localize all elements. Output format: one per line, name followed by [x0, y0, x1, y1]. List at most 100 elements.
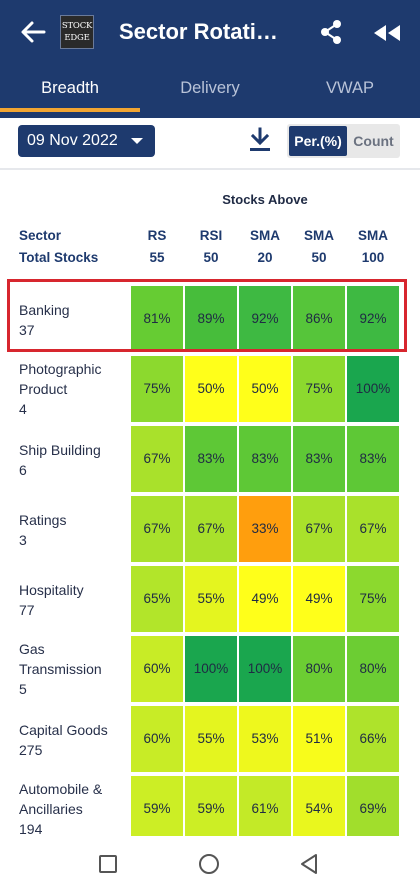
heatmap-cell[interactable]: 81% [131, 286, 183, 352]
percent-count-toggle: Per.(%) Count [287, 124, 400, 158]
date-picker-button[interactable]: 09 Nov 2022 [18, 125, 155, 157]
logo-line-1: STOCK [61, 21, 93, 31]
percent-toggle-option[interactable]: Per.(%) [289, 126, 347, 156]
heatmap-cell[interactable]: 59% [131, 776, 183, 842]
heatmap-cell[interactable]: 67% [347, 496, 399, 562]
heatmap-cell[interactable]: 49% [293, 566, 345, 632]
sector-name-line: Ratings [19, 512, 67, 528]
column-header-bottom: 20 [257, 250, 273, 265]
system-nav-bar [0, 836, 420, 889]
sector-stock-count: 5 [19, 681, 27, 697]
sector-label[interactable]: Ship Building 6 [19, 440, 101, 480]
column-header-bottom: 100 [361, 250, 385, 265]
heatmap-cell[interactable]: 60% [131, 706, 183, 772]
heatmap-cell[interactable]: 65% [131, 566, 183, 632]
heatmap-cell[interactable]: 86% [293, 286, 345, 352]
heatmap-cell[interactable]: 83% [293, 426, 345, 492]
heatmap-cell[interactable]: 53% [239, 706, 291, 772]
controls-bar: 09 Nov 2022 Per.(%) Count [0, 118, 420, 168]
recent-apps-icon[interactable] [99, 855, 117, 873]
sector-label[interactable]: Capital Goods 275 [19, 720, 108, 760]
tab-vwap[interactable]: VWAP [326, 79, 374, 97]
logo-line-2: EDGE [64, 33, 90, 43]
heatmap-cell[interactable]: 67% [185, 496, 237, 562]
top-bar: STOCK EDGE Sector Rotation [0, 0, 420, 64]
sector-name-line: Photographic [19, 361, 102, 377]
heatmap-cell[interactable]: 50% [185, 356, 237, 422]
sector-label[interactable]: Hospitality 77 [19, 580, 84, 620]
heatmap-cell[interactable]: 67% [293, 496, 345, 562]
heatmap-cell[interactable]: 92% [239, 286, 291, 352]
heatmap-cell[interactable]: 83% [185, 426, 237, 492]
count-toggle-option[interactable]: Count [353, 133, 394, 149]
nav-back-icon[interactable] [299, 853, 319, 875]
heatmap-cell[interactable]: 61% [239, 776, 291, 842]
column-header-top: RS [147, 228, 167, 243]
sector-stock-count: 4 [19, 401, 27, 417]
heatmap-cell[interactable]: 75% [347, 566, 399, 632]
back-arrow-icon[interactable] [18, 16, 48, 48]
highlight-box [7, 279, 407, 352]
column-header-top: SMA [304, 228, 334, 243]
heatmap-cell[interactable]: 51% [293, 706, 345, 772]
heatmap-cell[interactable]: 100% [239, 636, 291, 702]
sector-stock-count: 6 [19, 462, 27, 478]
column-header-bottom: 50 [311, 250, 327, 265]
date-label: 09 Nov 2022 [27, 132, 118, 149]
total-stocks-header: Total Stocks [19, 250, 99, 265]
active-tab-indicator [0, 108, 140, 112]
column-header-top: RSI [199, 228, 223, 243]
sector-stock-count: 275 [19, 742, 43, 758]
sector-label[interactable]: Automobile & Ancillaries 194 [19, 779, 102, 839]
heatmap-cell[interactable]: 89% [185, 286, 237, 352]
heatmap-cell[interactable]: 50% [239, 356, 291, 422]
sector-name-line: Hospitality [19, 582, 84, 598]
heatmap-cell[interactable]: 55% [185, 706, 237, 772]
rewind-icon[interactable] [372, 22, 402, 44]
app-bar: STOCK EDGE Sector Rotation Breadth Deliv… [0, 0, 420, 118]
sector-name-line: Product [19, 381, 68, 397]
home-icon[interactable] [199, 854, 219, 874]
section-divider [0, 168, 420, 170]
heatmap-cell[interactable]: 69% [347, 776, 399, 842]
heatmap-cell[interactable]: 92% [347, 286, 399, 352]
heatmap-cell[interactable]: 100% [185, 636, 237, 702]
sector-name-line: Gas [19, 641, 45, 657]
tab-breadth[interactable]: Breadth [41, 79, 99, 97]
heatmap-cell[interactable]: 49% [239, 566, 291, 632]
heatmap-cell[interactable]: 80% [347, 636, 399, 702]
sector-name-line: Automobile & [19, 781, 103, 797]
heatmap-cell[interactable]: 83% [239, 426, 291, 492]
heatmap-cell[interactable]: 75% [131, 356, 183, 422]
heatmap-cell[interactable]: 54% [293, 776, 345, 842]
heatmap-cell[interactable]: 67% [131, 426, 183, 492]
heatmap-cell[interactable]: 60% [131, 636, 183, 702]
heatmap-cell[interactable]: 83% [347, 426, 399, 492]
heatmap-cell[interactable]: 66% [347, 706, 399, 772]
heatmap-cell[interactable]: 75% [293, 356, 345, 422]
sector-stock-count: 37 [19, 322, 35, 338]
share-icon[interactable] [318, 18, 344, 46]
sector-name-line: Banking [19, 302, 70, 318]
tab-bar: Breadth Delivery VWAP [0, 64, 420, 118]
heatmap-cell[interactable]: 33% [239, 496, 291, 562]
sector-label[interactable]: Ratings 3 [19, 510, 66, 550]
column-header-bottom: 50 [203, 250, 219, 265]
chevron-down-icon [131, 138, 143, 144]
sector-label[interactable]: Gas Transmission 5 [19, 639, 102, 699]
sector-header: Sector [19, 228, 62, 243]
heatmap-cell[interactable]: 67% [131, 496, 183, 562]
heatmap-cell[interactable]: 80% [293, 636, 345, 702]
sector-name-line: Capital Goods [19, 722, 108, 738]
heatmap-cell[interactable]: 100% [347, 356, 399, 422]
heatmap-cell[interactable]: 59% [185, 776, 237, 842]
sector-stock-count: 77 [19, 602, 35, 618]
sector-name-line: Ancillaries [19, 801, 83, 817]
download-icon[interactable] [248, 127, 272, 153]
sector-stock-count: 194 [19, 821, 43, 837]
stockedge-logo: STOCK EDGE [60, 15, 94, 49]
sector-label[interactable]: Banking 37 [19, 300, 70, 340]
tab-delivery[interactable]: Delivery [180, 79, 240, 97]
sector-label[interactable]: Photographic Product 4 [19, 359, 102, 419]
heatmap-cell[interactable]: 55% [185, 566, 237, 632]
